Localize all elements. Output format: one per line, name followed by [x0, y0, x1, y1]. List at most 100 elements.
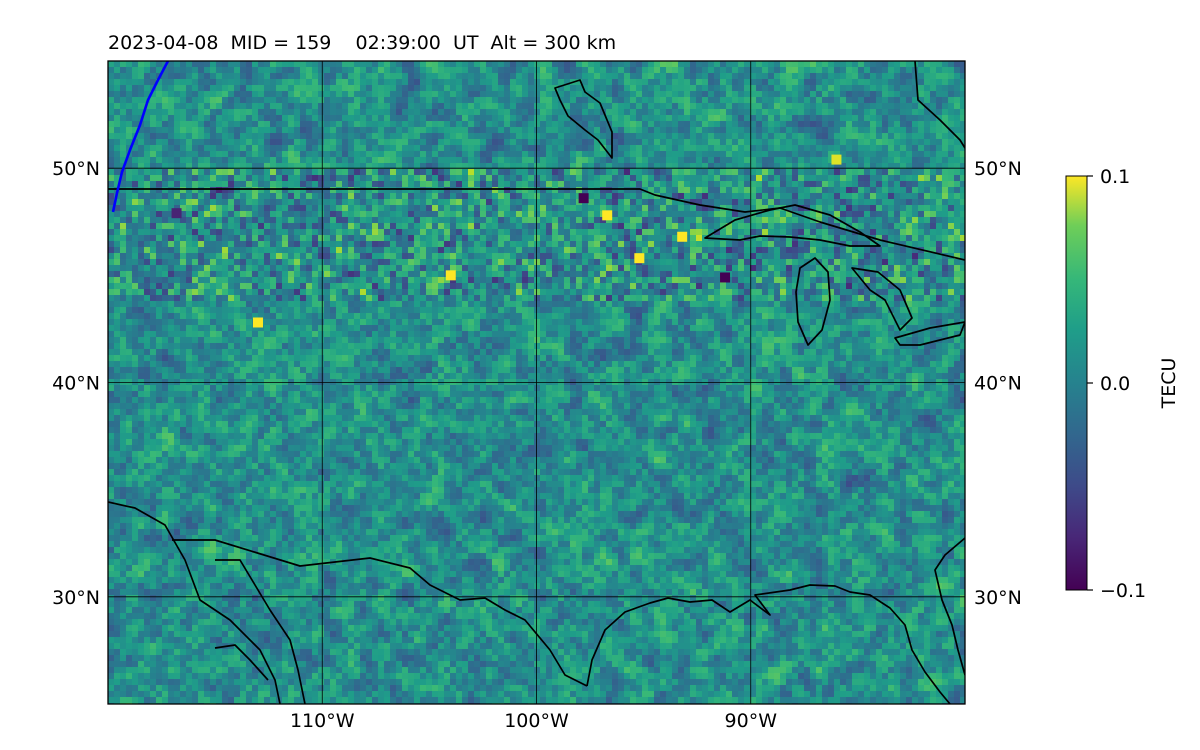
heatmap-cell	[870, 223, 877, 230]
heatmap-cell	[306, 61, 313, 68]
heatmap-cell	[672, 61, 679, 68]
heatmap-cell	[198, 151, 205, 158]
heatmap-cell	[792, 73, 799, 80]
heatmap-cell	[462, 259, 469, 266]
heatmap-cell	[222, 253, 229, 260]
heatmap-cell	[444, 163, 451, 170]
heatmap-cell	[786, 79, 793, 86]
heatmap-cell	[462, 205, 469, 212]
heatmap-cell	[792, 133, 799, 140]
heatmap-cell	[492, 121, 499, 128]
heatmap-cell	[960, 139, 965, 146]
heatmap-cell	[954, 259, 961, 266]
heatmap-cell	[720, 217, 727, 224]
heatmap-cell	[624, 181, 631, 188]
heatmap-cell	[894, 109, 901, 116]
heatmap-cell	[726, 217, 733, 224]
heatmap-cell	[420, 253, 427, 260]
heatmap-cell	[174, 187, 181, 194]
heatmap-cell	[408, 187, 415, 194]
heatmap-cell	[456, 127, 463, 134]
heatmap-cell	[564, 205, 571, 212]
heatmap-cell	[900, 241, 907, 248]
heatmap-cell	[630, 223, 637, 230]
heatmap-cell	[930, 175, 937, 182]
heatmap-cell	[162, 145, 169, 152]
heatmap-cell	[672, 97, 679, 104]
heatmap-cell	[228, 223, 235, 230]
heatmap-cell	[588, 247, 595, 254]
heatmap-cell	[624, 241, 631, 248]
heatmap-cell	[126, 139, 133, 146]
heatmap-cell	[600, 127, 607, 134]
heatmap-cell	[636, 151, 643, 158]
heatmap-cell	[570, 199, 577, 206]
heatmap-cell	[576, 223, 583, 230]
heatmap-cell	[888, 259, 895, 266]
heatmap-cell	[264, 181, 271, 188]
heatmap-cell	[900, 139, 907, 146]
heatmap-cell	[330, 169, 337, 176]
heatmap-cell	[774, 67, 781, 74]
heatmap-cell	[642, 73, 649, 80]
heatmap-cell	[396, 169, 403, 176]
heatmap-cell	[468, 79, 475, 86]
heatmap-cell	[804, 115, 811, 122]
heatmap-cell	[186, 91, 193, 98]
heatmap-cell	[672, 241, 679, 248]
heatmap-cell	[276, 175, 283, 182]
heatmap-cell	[900, 163, 907, 170]
heatmap-cell	[798, 205, 805, 212]
heatmap-cell	[216, 133, 223, 140]
heatmap-cell	[714, 187, 721, 194]
heatmap-cell	[312, 139, 319, 146]
heatmap-cell	[654, 73, 661, 80]
heatmap-cell	[342, 211, 349, 218]
heatmap-cell	[870, 205, 877, 212]
heatmap-cell	[558, 157, 565, 164]
heatmap-cell	[126, 217, 133, 224]
heatmap-cell	[624, 205, 631, 212]
heatmap-cell	[168, 229, 175, 236]
heatmap-cell	[348, 61, 355, 68]
heatmap-cell	[732, 79, 739, 86]
heatmap-cell	[294, 265, 301, 272]
heatmap-cell	[624, 91, 631, 98]
heatmap-cell	[618, 157, 625, 164]
heatmap-cell	[558, 115, 565, 122]
heatmap-cell	[366, 223, 373, 230]
heatmap-cell	[906, 157, 913, 164]
heatmap-cell	[312, 181, 319, 188]
heatmap-cell	[696, 103, 703, 110]
heatmap-cell	[834, 259, 841, 266]
heatmap-cell	[330, 133, 337, 140]
heatmap-cell	[960, 79, 965, 86]
heatmap-cell	[858, 175, 865, 182]
heatmap-cell	[618, 109, 625, 116]
heatmap-cell	[342, 169, 349, 176]
heatmap-cell	[480, 235, 487, 242]
heatmap-cell	[444, 67, 451, 74]
heatmap-cell	[906, 109, 913, 116]
heatmap-cell	[780, 217, 787, 224]
heatmap-cell	[576, 73, 583, 80]
heatmap-cell	[270, 91, 277, 98]
heatmap-cell	[528, 133, 535, 140]
heatmap-cell	[528, 139, 535, 146]
heatmap-cell	[636, 109, 643, 116]
heatmap-cell	[900, 223, 907, 230]
heatmap-cell	[624, 121, 631, 128]
heatmap-cell	[330, 235, 337, 242]
heatmap-cell	[600, 97, 607, 104]
heatmap-cell	[864, 115, 871, 122]
heatmap-cell	[402, 181, 409, 188]
heatmap-cell	[150, 241, 157, 248]
heatmap-cell	[396, 253, 403, 260]
heatmap-cell	[246, 265, 253, 272]
heatmap-cell	[720, 211, 727, 218]
heatmap-cell	[864, 199, 871, 206]
heatmap-cell	[360, 109, 367, 116]
heatmap-cell	[468, 109, 475, 116]
heatmap-cell	[786, 235, 793, 242]
heatmap-cell	[906, 85, 913, 92]
